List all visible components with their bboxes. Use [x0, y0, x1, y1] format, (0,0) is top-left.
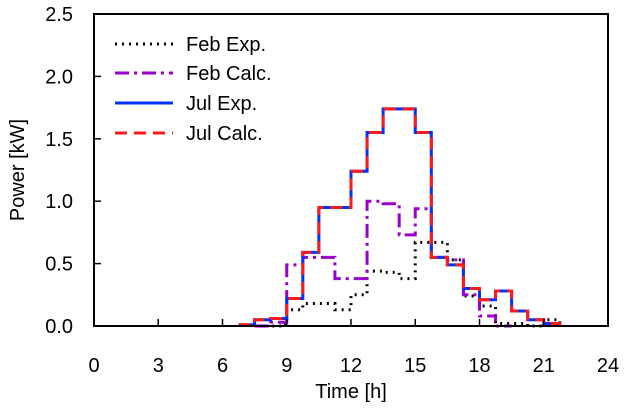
y-tick-label: 2.5: [45, 4, 73, 26]
series-layer: [238, 107, 562, 328]
y-axis-label: Power [kW]: [7, 119, 29, 221]
x-tick-label: 9: [281, 355, 292, 377]
x-tick-label: 6: [217, 355, 228, 377]
x-axis-label: Time [h]: [315, 381, 387, 403]
legend-label: Feb Exp.: [186, 34, 266, 56]
series-line-feb-exp: [265, 240, 562, 328]
x-tick-label: 12: [340, 355, 362, 377]
series-line-jul-calc: [238, 107, 562, 327]
x-tick-label: 21: [533, 355, 555, 377]
y-tick-label: 0.5: [45, 254, 73, 276]
y-tick-label: 1.0: [45, 191, 73, 213]
legend-label: Feb Calc.: [186, 63, 272, 85]
y-axis-ticks: 0.0 0.5 1.0 1.5 2.0 2.5: [45, 4, 101, 338]
legend-label: Jul Exp.: [186, 93, 257, 115]
y-tick-label: 0.0: [45, 316, 73, 338]
x-axis-ticks: 0 3 6 9 12 15 18 21 24: [88, 319, 619, 377]
x-tick-label: 24: [597, 355, 619, 377]
x-tick-label: 18: [468, 355, 490, 377]
y-tick-label: 2.0: [45, 66, 73, 88]
legend-label: Jul Calc.: [186, 123, 263, 145]
x-tick-label: 15: [404, 355, 426, 377]
x-tick-label: 3: [153, 355, 164, 377]
x-tick-label: 0: [88, 355, 99, 377]
legend: Feb Exp. Feb Calc. Jul Exp. Jul Calc.: [115, 34, 272, 145]
y-tick-label: 1.5: [45, 129, 73, 151]
series-line-feb-calc: [254, 199, 512, 328]
